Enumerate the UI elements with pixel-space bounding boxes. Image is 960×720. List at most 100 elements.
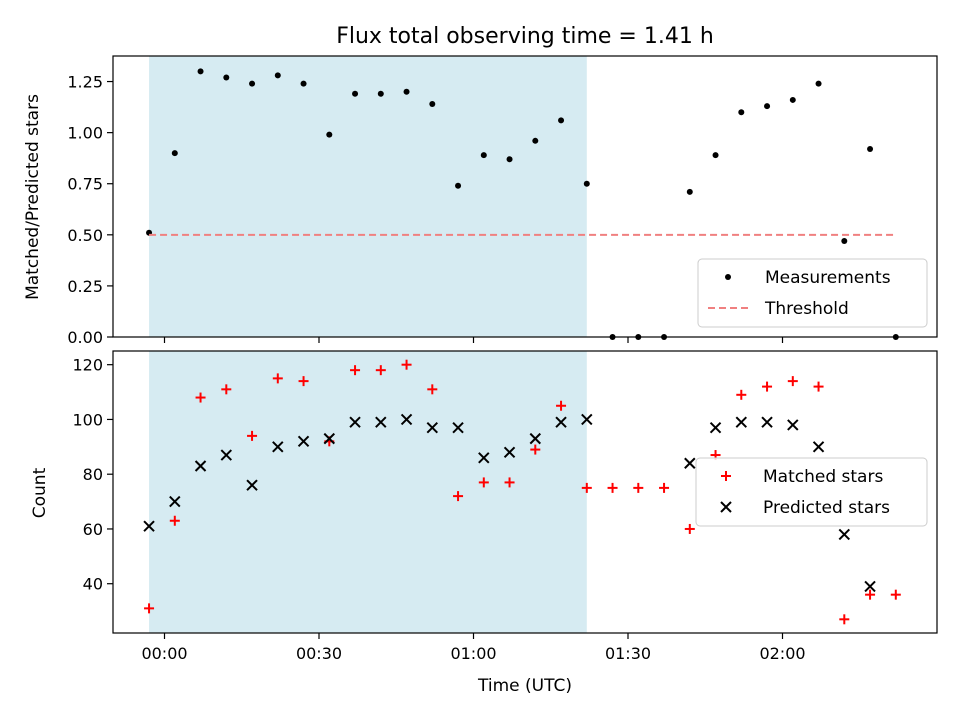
matched-star-point [272,373,283,384]
measurement-point [686,188,693,195]
measurement-point [300,80,307,87]
bottom-x-axis: 00:00 00:30 01:00 01:30 02:00 [141,633,806,663]
matched-star-point [736,389,747,400]
legend-label: Matched stars [763,467,883,487]
matched-star-point [633,482,644,493]
bottom-x-axis-label: Time (UTC) [477,676,572,696]
matched-star-point [581,482,592,493]
x-tick-label: 02:00 [759,644,805,663]
top-x-axis [163,337,784,343]
measurement-point [506,156,513,163]
predicted-star-point [864,580,876,593]
chart-title: Flux total observing time = 1.41 h [336,24,714,49]
legend-box [697,258,928,328]
measurement-point [274,72,281,79]
top-series [146,68,899,340]
measurement-point [197,68,204,75]
measurement-point [789,96,796,103]
predicted-star-point [812,441,825,453]
matched-star-point [530,444,541,455]
matched-star-point [865,589,876,600]
y-tick-label: 0.00 [67,328,103,347]
matched-star-point [762,381,773,392]
measurement-point [841,237,848,244]
bottom-axes-frame [112,350,938,634]
x-tick-label: 01:30 [605,644,651,663]
predicted-star-point [323,432,336,445]
legend-marker [720,501,732,513]
predicted-star-point [735,416,748,428]
matched-star-point [221,384,232,395]
predicted-star-point [787,419,799,431]
legend-box [695,457,928,527]
measurement-point [377,90,384,97]
predicted-star-point [349,416,361,428]
measurement-point [558,117,565,124]
measurement-point [171,150,178,157]
predicted-star-point [555,416,567,428]
y-tick-label: 1.00 [67,124,103,143]
predicted-star-point [709,421,722,434]
top-shaded-region [149,56,587,337]
bottom-panel: 40 60 80 100 120 00:00 00:30 01:00 01:30 02:00 C… [30,350,938,696]
measurement-point [429,101,436,108]
measurement-point [352,90,359,97]
top-y-axis: 0.00 0.25 0.50 0.75 1.00 1.25 [67,73,113,347]
predicted-star-point [169,495,181,508]
y-tick-label: 0.25 [67,277,103,296]
matched-star-point [298,376,309,387]
measurement-point [249,80,256,87]
matched-star-point [607,482,618,493]
measurement-point [326,131,333,138]
bottom-series [143,359,901,625]
matched-star-point [350,365,361,376]
x-tick-label: 01:00 [450,644,496,663]
matched-star-point [659,482,670,493]
y-tick-label: 1.25 [67,73,103,92]
measurement-point [455,182,462,189]
x-tick-label: 00:00 [141,644,187,663]
legend-label: Threshold [764,299,849,319]
measurement-point [532,137,539,144]
matched-star-point [401,359,412,370]
bottom-y-axis-label: Count [30,467,50,518]
shaded-region [149,351,587,633]
predicted-star-point [761,416,773,428]
predicted-star-point [503,446,516,459]
predicted-star-point [838,528,851,541]
matched-star-point [684,523,695,534]
predicted-star-point [143,520,155,532]
matched-star-point [813,381,824,392]
predicted-star-point [220,449,233,461]
measurement-point [738,109,745,116]
legend-label: Measurements [765,268,891,288]
measurement-point [583,180,590,187]
y-tick-label: 100 [72,410,103,429]
matched-star-point [453,491,464,502]
matched-star-point [839,614,850,625]
matched-star-point [556,400,567,411]
bottom-legend: Matched stars Predicted stars [695,457,928,527]
predicted-star-point [375,416,387,428]
measurement-point [480,152,487,159]
measurement-point [867,145,874,152]
matched-star-point [169,515,180,526]
matched-star-point [427,384,438,395]
matched-star-point [504,477,515,488]
matched-star-point [144,603,155,614]
predicted-star-point [194,460,207,472]
x-tick-label: 00:30 [296,644,342,663]
top-axes-frame [112,55,938,338]
predicted-star-point [478,452,490,464]
legend-marker [721,471,731,481]
matched-star-point [478,477,489,488]
measurement-point [403,88,410,95]
top-y-axis-label: Matched/Predicted stars [23,94,43,300]
matched-star-point [375,365,386,376]
y-tick-label: 120 [72,356,103,375]
measurement-point [712,152,719,159]
bottom-shaded-region [149,351,587,633]
matched-star-point [787,376,798,387]
shaded-region [149,56,587,337]
